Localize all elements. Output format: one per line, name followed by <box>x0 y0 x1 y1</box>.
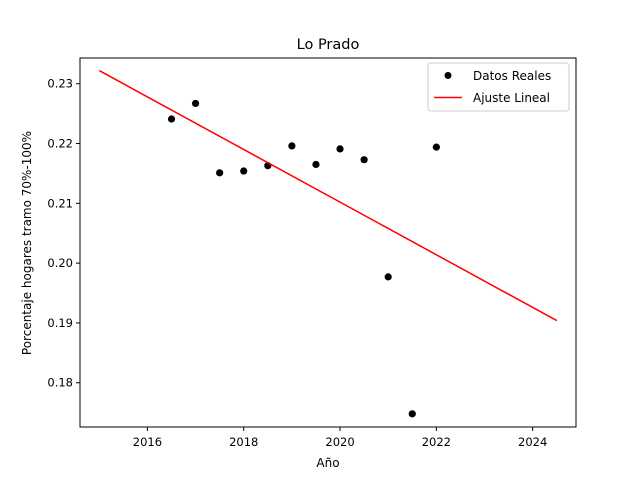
y-tick-label-0-23: 0.23 <box>47 77 73 91</box>
y-tick-label-0-22: 0.22 <box>47 137 73 151</box>
plot-area <box>98 69 558 418</box>
legend-box <box>427 62 570 112</box>
data-point-datos-reales-3 <box>216 169 224 177</box>
y-tick-label-0-20: 0.20 <box>47 256 73 270</box>
data-point-datos-reales-6 <box>288 142 296 150</box>
y-tick-label-0-19: 0.19 <box>47 316 73 330</box>
data-point-datos-reales-4 <box>240 167 248 175</box>
x-tick-label-2016: 2016 <box>133 435 162 449</box>
data-point-datos-reales-7 <box>312 160 320 169</box>
x-tick-label-2022: 2022 <box>422 435 451 449</box>
legend-marker-datos-reales <box>444 72 452 79</box>
axes: 2016 2018 2020 2022 2024 0.18 0.19 0.20 0.21 0.22… <box>47 57 577 449</box>
data-point-datos-reales-10 <box>384 273 392 281</box>
data-point-datos-reales-8 <box>336 145 344 153</box>
x-tick-label-2018: 2018 <box>229 435 258 449</box>
x-axis-label: Año <box>316 456 339 470</box>
chart-title: Lo Prado <box>297 37 360 53</box>
legend-label-datos-reales: Datos Reales <box>473 69 551 83</box>
y-tick-label-0-21: 0.21 <box>47 196 73 210</box>
data-point-datos-reales-2 <box>191 99 200 108</box>
x-tick-label-2020: 2020 <box>325 435 354 449</box>
data-point-datos-reales-11 <box>408 410 416 418</box>
legend-label-ajuste-lineal: Ajuste Lineal <box>473 91 550 105</box>
data-point-datos-reales-1 <box>167 115 176 123</box>
x-tick-label-2024: 2024 <box>518 435 547 449</box>
series-line-ajuste-lineal <box>98 69 558 322</box>
y-axis-label: Porcentaje hogares tramo 70%-100% <box>20 131 34 355</box>
y-tick-label-0-18: 0.18 <box>47 376 73 390</box>
data-point-datos-reales-9 <box>360 156 368 164</box>
axes-frame <box>79 57 577 428</box>
data-point-datos-reales-12 <box>432 143 440 151</box>
legend: Datos Reales Ajuste Lineal <box>427 62 570 112</box>
